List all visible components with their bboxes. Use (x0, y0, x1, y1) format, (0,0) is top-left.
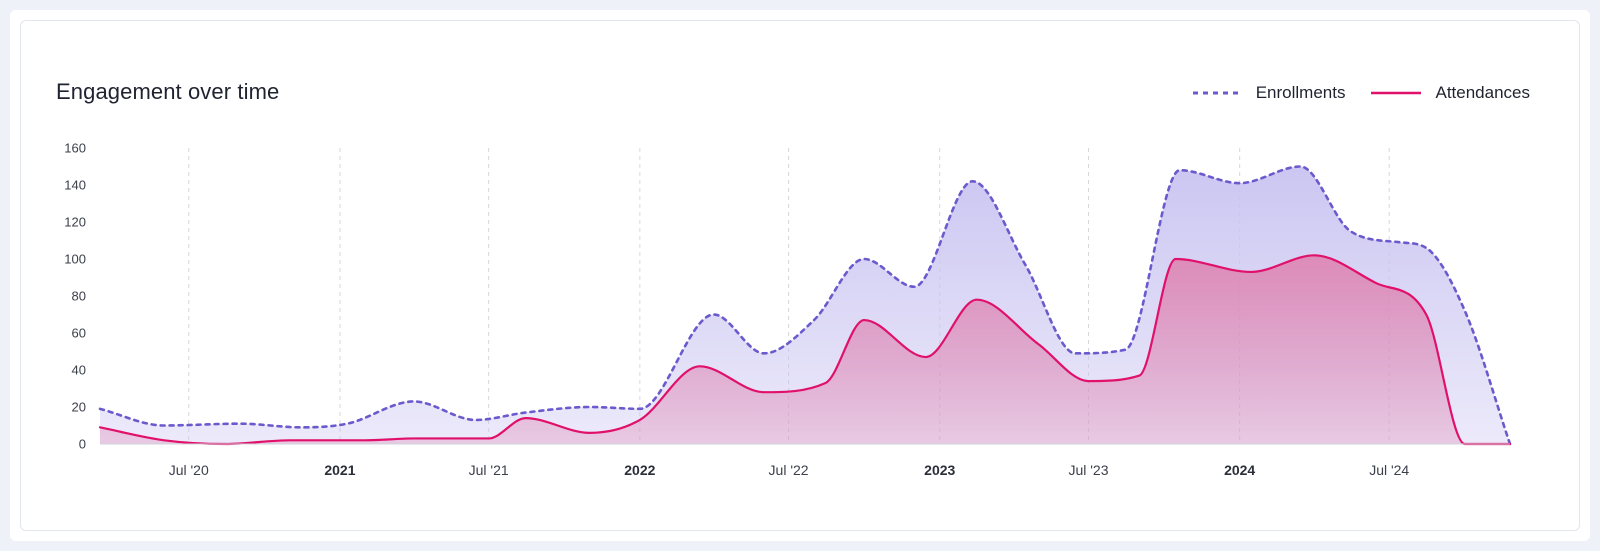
y-tick-label: 120 (64, 215, 86, 230)
x-tick-label: Jul '21 (469, 462, 509, 478)
y-tick-label: 140 (64, 178, 86, 193)
legend-item-enrollments[interactable]: Enrollments (1192, 83, 1346, 103)
legend-label-enrollments: Enrollments (1255, 83, 1346, 102)
y-axis: 0 20 40 60 80 100 120 140 160 (64, 141, 86, 452)
line-layer (98, 165, 1512, 446)
y-tick-label: 60 (72, 326, 86, 341)
line-attendances (98, 254, 1512, 446)
chart-legend: Enrollments Attendances (1192, 83, 1530, 103)
x-tick-label: Jul '23 (1068, 462, 1108, 478)
y-tick-label: 80 (72, 289, 86, 304)
area-layer (100, 166, 1510, 444)
y-tick-label: 160 (64, 141, 86, 156)
x-axis: Jul '20 2021 Jul '21 2022 Jul '22 2023 Jul '23… (100, 443, 1510, 478)
x-tick-label: 2021 (324, 462, 355, 478)
x-tick-label: Jul '22 (769, 462, 809, 478)
y-tick-label: 20 (72, 400, 86, 415)
x-tick-label: Jul '24 (1369, 462, 1409, 478)
legend-label-attendances: Attendances (1435, 83, 1530, 102)
x-tick-label: Jul '20 (169, 462, 209, 478)
area-attendances (100, 255, 1510, 444)
x-tick-label: 2024 (1224, 462, 1255, 478)
line-enrollments (98, 165, 1512, 446)
y-tick-label: 0 (79, 437, 86, 452)
x-tick-label: 2022 (624, 462, 655, 478)
y-tick-label: 100 (64, 252, 86, 267)
x-tick-label: 2023 (924, 462, 955, 478)
legend-item-attendances[interactable]: Attendances (1371, 83, 1530, 103)
chart-title: Engagement over time (56, 79, 280, 104)
y-tick-label: 40 (72, 363, 86, 378)
legend-swatch-attendances (1371, 91, 1422, 95)
legend-swatch-enrollments (1192, 91, 1241, 95)
